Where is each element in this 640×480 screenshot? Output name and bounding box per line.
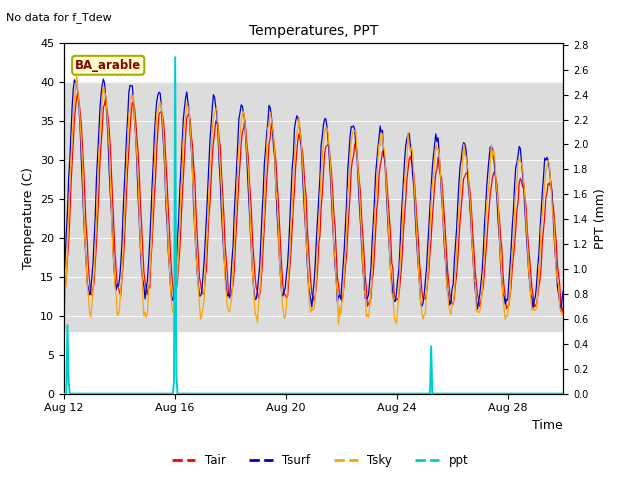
Title: Temperatures, PPT: Temperatures, PPT (249, 24, 378, 38)
Bar (64, 82, 563, 331)
Y-axis label: Temperature (C): Temperature (C) (22, 168, 35, 269)
Text: No data for f_Tdew: No data for f_Tdew (6, 12, 112, 23)
Text: BA_arable: BA_arable (75, 59, 141, 72)
X-axis label: Time: Time (532, 419, 563, 432)
Legend: Tair, Tsurf, Tsky, ppt: Tair, Tsurf, Tsky, ppt (167, 449, 473, 472)
Y-axis label: PPT (mm): PPT (mm) (594, 188, 607, 249)
